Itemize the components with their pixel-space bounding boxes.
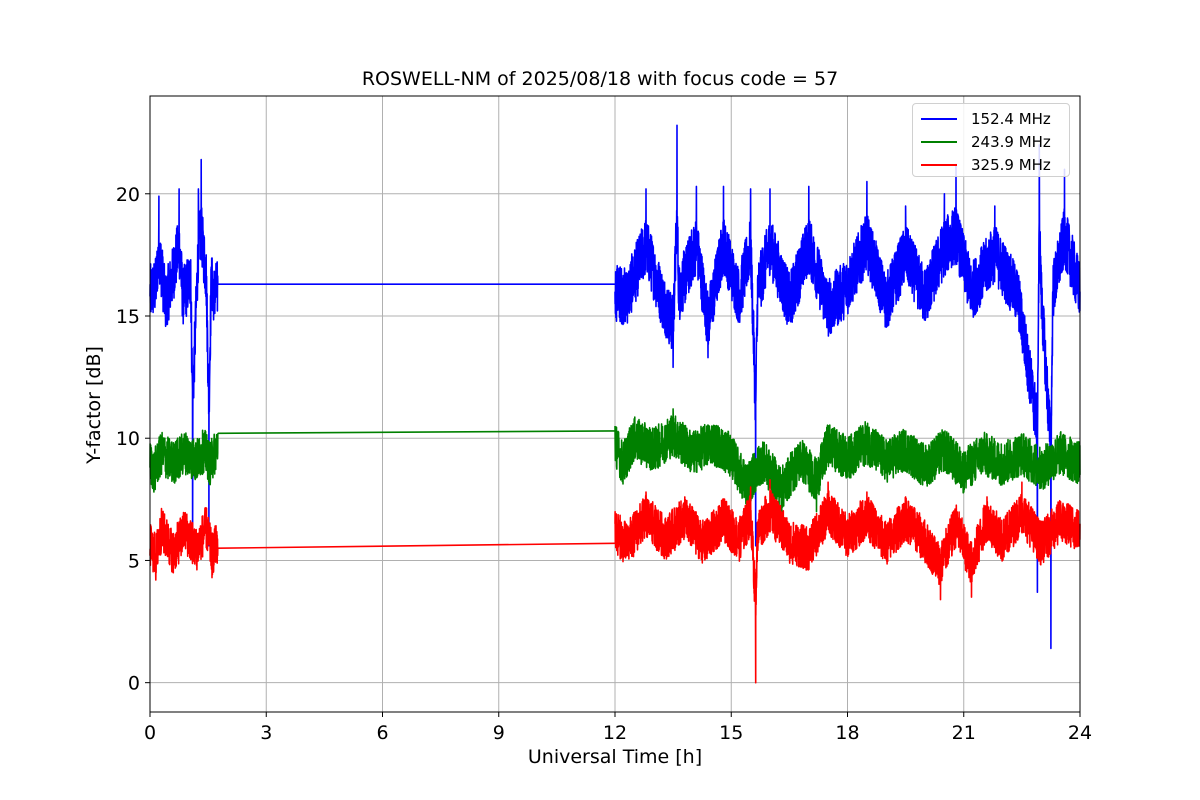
- chart-title: ROSWELL-NM of 2025/08/18 with focus code…: [361, 68, 839, 90]
- series-line-325-9-mhz-segment-1: [217, 542, 616, 549]
- series-line-325-9-mhz-segment-0: [149, 507, 219, 581]
- legend-label-243-9-mhz: 243.9 MHz: [971, 133, 1051, 151]
- x-tick-label: 15: [719, 722, 743, 744]
- series-line-243-9-mhz-segment-2: [614, 408, 1081, 530]
- series-line-243-9-mhz-segment-1: [217, 430, 616, 435]
- y-tick-label: 10: [116, 428, 140, 450]
- x-tick-label: 3: [260, 722, 272, 744]
- legend: 152.4 MHz 243.9 MHz 325.9 MHz: [912, 103, 1070, 177]
- y-tick-label: 20: [116, 184, 140, 206]
- x-tick-label: 9: [493, 722, 505, 744]
- legend-label-152-4-mhz: 152.4 MHz: [971, 110, 1051, 128]
- series-152-4-mhz: [149, 124, 1081, 650]
- x-tick-label: 0: [144, 722, 156, 744]
- axis-ticks: 0 3 6 9 12 15 18 21 24 0 5 10 15 20: [116, 184, 1092, 744]
- x-tick-label: 18: [835, 722, 859, 744]
- x-tick-label: 24: [1068, 722, 1092, 744]
- series-line-325-9-mhz-segment-2: [614, 479, 1081, 684]
- legend-item-325-9-mhz: 325.9 MHz: [921, 155, 1071, 175]
- x-axis-label: Universal Time [h]: [527, 746, 703, 768]
- y-axis-label: Y-factor [dB]: [83, 346, 105, 464]
- legend-item-152-4-mhz: 152.4 MHz: [921, 109, 1071, 129]
- legend-swatch-152-4-mhz: [921, 118, 957, 120]
- grid-lines: [149, 96, 1081, 712]
- legend-swatch-325-9-mhz: [921, 164, 957, 166]
- x-tick-label: 21: [952, 722, 976, 744]
- series-line-152-4-mhz-segment-0: [149, 158, 219, 547]
- series-line-243-9-mhz-segment-0: [149, 429, 219, 493]
- y-tick-label: 0: [128, 673, 140, 695]
- series-243-9-mhz: [149, 408, 1081, 530]
- legend-swatch-243-9-mhz: [921, 141, 957, 143]
- x-tick-label: 12: [603, 722, 627, 744]
- x-tick-label: 6: [376, 722, 388, 744]
- legend-item-243-9-mhz: 243.9 MHz: [921, 132, 1071, 152]
- legend-label-325-9-mhz: 325.9 MHz: [971, 156, 1051, 174]
- series-line-152-4-mhz-segment-2: [614, 124, 1081, 650]
- series-lines: [149, 124, 1081, 684]
- series-325-9-mhz: [149, 479, 1081, 684]
- y-tick-label: 5: [128, 550, 140, 572]
- y-tick-label: 15: [116, 306, 140, 328]
